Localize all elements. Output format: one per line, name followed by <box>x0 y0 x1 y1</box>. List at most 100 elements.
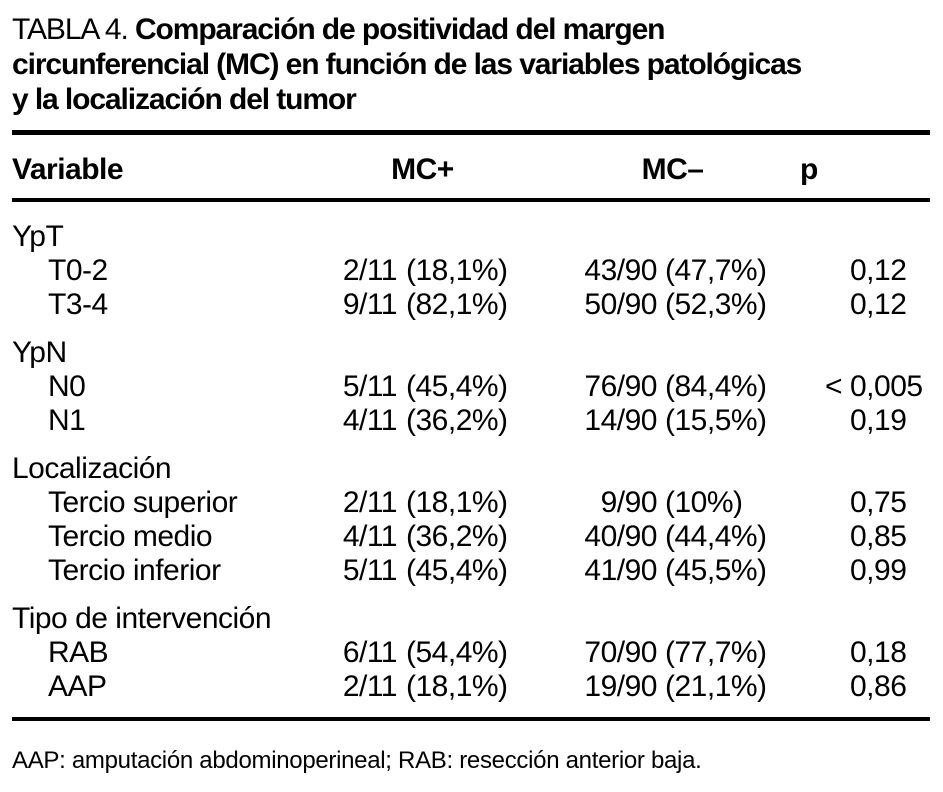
mc-positive-percent: (45,4%) <box>406 370 508 403</box>
p-value: 0,005 <box>850 370 923 403</box>
p-value-cell: 0,18 <box>800 636 930 670</box>
table-header-row: Variable MC+ MC– p <box>12 135 930 198</box>
row-variable: Tercio medio <box>48 520 213 553</box>
mc-positive-fraction: 2/11 <box>342 670 398 703</box>
row-variable: N0 <box>48 370 86 403</box>
p-value-cell: 0,12 <box>800 288 930 322</box>
table-row: N1 4/11 (36,2%) 14/90 (15,5%) 0,19 <box>12 404 930 438</box>
table-title-line2: circunferencial (MC) en función de las v… <box>12 48 802 81</box>
mc-positive-percent: (18,1%) <box>406 670 508 703</box>
row-variable: RAB <box>48 636 109 669</box>
column-header-mc-positive: MC+ <box>391 153 454 186</box>
group-label: YpT <box>12 220 64 253</box>
table-group-ypt: YpT T0-2 2/11 (18,1%) 43/90 (47,7%) 0,12 T… <box>12 220 930 322</box>
mc-negative-percent: (10%) <box>665 486 743 519</box>
table-row: RAB 6/11 (54,4%) 70/90 (77,7%) 0,18 <box>12 636 930 670</box>
p-value: 0,86 <box>850 670 907 703</box>
p-value: 0,12 <box>850 288 907 321</box>
p-value: 0,19 <box>850 404 907 437</box>
mc-positive-percent: (18,1%) <box>406 486 508 519</box>
mc-negative-percent: (84,4%) <box>665 370 767 403</box>
row-variable: Tercio superior <box>48 486 238 519</box>
mc-positive-percent: (82,1%) <box>406 288 508 321</box>
p-value-cell: 0,75 <box>800 486 930 520</box>
p-value-prefix <box>800 670 842 704</box>
mc-positive-percent: (18,1%) <box>406 254 508 287</box>
mc-positive-fraction: 5/11 <box>342 370 398 403</box>
mc-negative-percent: (15,5%) <box>665 404 767 437</box>
row-variable: AAP <box>48 670 107 703</box>
mc-positive-percent: (45,4%) <box>406 554 508 587</box>
p-value: 0,12 <box>850 254 907 287</box>
column-header-variable: Variable <box>12 153 124 186</box>
divider-top-rule <box>12 130 930 135</box>
table-row: T3-4 9/11 (82,1%) 50/90 (52,3%) 0,12 <box>12 288 930 322</box>
mc-positive-percent: (36,2%) <box>406 404 508 437</box>
mc-negative-cell: 76/90 (84,4%) <box>545 370 800 404</box>
mc-positive-percent: (54,4%) <box>406 636 508 669</box>
p-value-prefix <box>800 288 842 322</box>
column-header-p: p <box>800 153 818 186</box>
group-label: Localización <box>12 452 172 485</box>
mc-negative-cell: 19/90 (21,1%) <box>545 670 800 704</box>
table-title-text: Comparación de positividad del margen <box>134 13 666 46</box>
p-value: 0,85 <box>850 520 907 553</box>
p-value-prefix <box>800 554 842 588</box>
table-title-line3: y la localización del tumor <box>12 83 357 116</box>
mc-negative-cell: 40/90 (44,4%) <box>545 520 800 554</box>
mc-positive-fraction: 4/11 <box>342 404 398 437</box>
table-body: YpT T0-2 2/11 (18,1%) 43/90 (47,7%) 0,12 T… <box>12 202 930 704</box>
mc-negative-cell: 50/90 (52,3%) <box>545 288 800 322</box>
mc-negative-fraction: 70/90 <box>584 636 657 669</box>
divider-header-rule <box>12 198 930 202</box>
row-variable: T3-4 <box>48 288 108 321</box>
p-value-prefix <box>800 486 842 520</box>
table-row: T0-2 2/11 (18,1%) 43/90 (47,7%) 0,12 <box>12 254 930 288</box>
table-row: AAP 2/11 (18,1%) 19/90 (21,1%) 0,86 <box>12 670 930 704</box>
mc-negative-percent: (21,1%) <box>665 670 767 703</box>
table-row: Tercio inferior 5/11 (45,4%) 41/90 (45,5%)… <box>12 554 930 588</box>
mc-negative-cell: 14/90 (15,5%) <box>545 404 800 438</box>
row-variable: T0-2 <box>48 254 108 287</box>
mc-positive-cell: 2/11 (18,1%) <box>300 670 545 704</box>
mc-negative-percent: (77,7%) <box>665 636 767 669</box>
mc-positive-cell: 4/11 (36,2%) <box>300 520 545 554</box>
mc-positive-cell: 2/11 (18,1%) <box>300 254 545 288</box>
mc-negative-cell: 41/90 (45,5%) <box>545 554 800 588</box>
p-value: 0,75 <box>850 486 907 519</box>
p-value-prefix <box>800 404 842 438</box>
mc-positive-cell: 4/11 (36,2%) <box>300 404 545 438</box>
mc-positive-fraction: 2/11 <box>342 254 398 287</box>
mc-positive-cell: 5/11 (45,4%) <box>300 554 545 588</box>
mc-negative-cell: 43/90 (47,7%) <box>545 254 800 288</box>
mc-positive-fraction: 5/11 <box>342 554 398 587</box>
p-value-cell: 0,85 <box>800 520 930 554</box>
table-row: Tercio medio 4/11 (36,2%) 40/90 (44,4%) 0,… <box>12 520 930 554</box>
mc-positive-cell: 6/11 (54,4%) <box>300 636 545 670</box>
mc-negative-cell: 9/90 (10%) <box>545 486 800 520</box>
mc-positive-cell: 2/11 (18,1%) <box>300 486 545 520</box>
p-value-prefix: < <box>824 370 843 403</box>
table-title: TABLA 4. Comparación de positividad del … <box>12 12 930 117</box>
mc-positive-fraction: 9/11 <box>342 288 398 321</box>
p-value-cell: 0,12 <box>800 254 930 288</box>
p-value-cell: <0,005 <box>800 370 930 404</box>
table-group-ypn: YpN N0 5/11 (45,4%) 76/90 (84,4%) <0,005 N… <box>12 336 930 438</box>
row-variable: Tercio inferior <box>48 554 221 587</box>
p-value-cell: 0,86 <box>800 670 930 704</box>
p-value: 0,99 <box>850 554 907 587</box>
group-label: YpN <box>12 336 67 369</box>
p-value-prefix <box>800 254 842 288</box>
mc-positive-fraction: 6/11 <box>342 636 398 669</box>
table-row: Tercio superior 2/11 (18,1%) 9/90 (10%) 0,… <box>12 486 930 520</box>
mc-positive-fraction: 4/11 <box>342 520 398 553</box>
mc-negative-fraction: 14/90 <box>584 404 657 437</box>
mc-negative-fraction: 43/90 <box>584 254 657 287</box>
mc-negative-cell: 70/90 (77,7%) <box>545 636 800 670</box>
p-value-cell: 0,99 <box>800 554 930 588</box>
mc-negative-percent: (45,5%) <box>665 554 767 587</box>
row-variable: N1 <box>48 404 86 437</box>
p-value: 0,18 <box>850 636 907 669</box>
column-header-mc-negative: MC– <box>641 153 704 186</box>
